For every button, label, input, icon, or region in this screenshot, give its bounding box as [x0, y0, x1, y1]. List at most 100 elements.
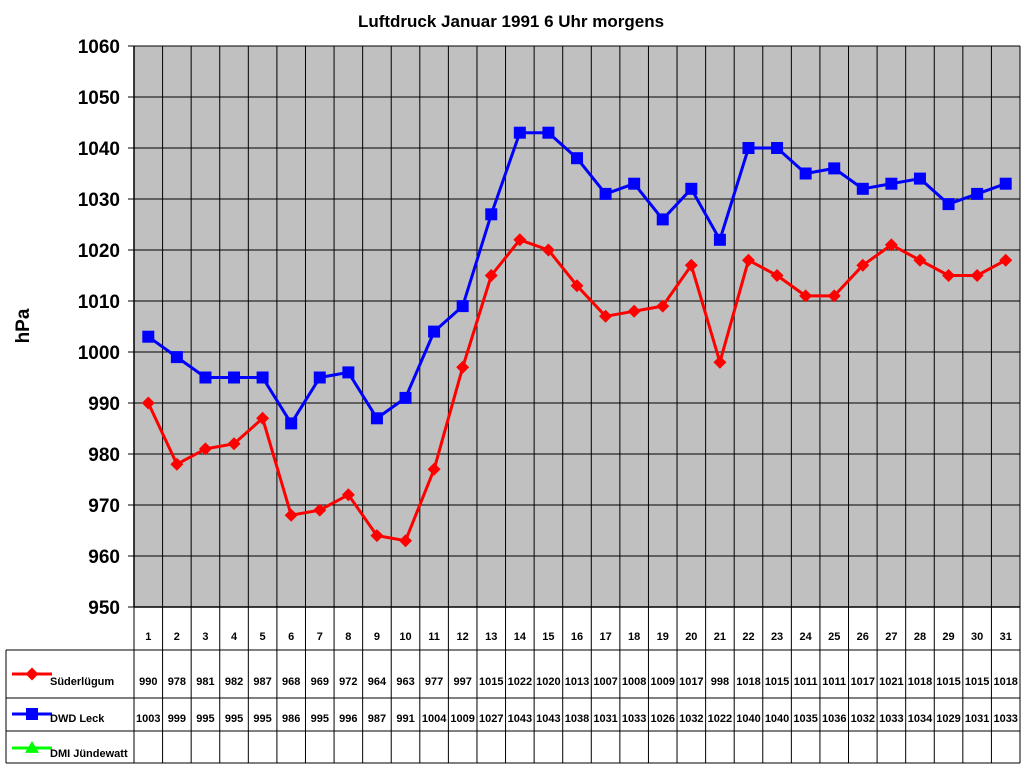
table-value: 1007: [593, 676, 617, 688]
legend-key-marker: [26, 708, 38, 720]
data-point-marker: [141, 396, 155, 410]
table-value: 1018: [908, 676, 932, 688]
data-table: 1 2 3 4 5 6 7 8 9 10 11 12 13 14 15 16 17 18 19 20 21 22 23 24 2…: [5, 607, 1021, 764]
table-value: 1036: [822, 713, 846, 725]
y-tick-label: 990: [88, 394, 120, 415]
table-value: 987: [368, 713, 386, 725]
table-value: 969: [311, 676, 329, 688]
plot-background: [134, 46, 1020, 607]
data-point-marker: [142, 330, 155, 343]
legend-series-name: DMI Jündewatt: [50, 748, 128, 760]
table-value: 977: [425, 676, 443, 688]
x-category-label: 19: [657, 631, 669, 643]
x-category-label: 14: [514, 631, 527, 643]
data-point-marker: [198, 442, 212, 456]
data-point-marker: [571, 152, 583, 165]
data-point-marker: [913, 253, 927, 267]
data-point-marker: [541, 243, 555, 257]
table-value: 995: [225, 713, 243, 725]
y-axis-ticks: 950 960 970 980 990 1000 1010 1020 1030 1040 1050 1…: [78, 37, 134, 619]
data-point-marker: [685, 182, 698, 195]
table-value: 987: [253, 676, 271, 688]
x-category-label: 18: [628, 631, 640, 643]
data-point-marker: [256, 411, 270, 425]
table-value: 968: [282, 676, 300, 688]
table-value: 1043: [536, 713, 560, 725]
table-value: 982: [225, 676, 243, 688]
data-point-marker: [942, 269, 956, 282]
table-value: 1011: [822, 676, 846, 688]
data-point-marker: [428, 325, 441, 338]
table-value: 991: [396, 713, 414, 725]
data-point-marker: [284, 508, 298, 522]
data-point-marker: [570, 279, 584, 293]
x-category-label: 12: [457, 631, 469, 643]
table-value: 964: [368, 676, 387, 688]
table-value: 986: [282, 713, 300, 725]
table-value: 1043: [508, 713, 532, 725]
table-value: 1027: [479, 713, 503, 725]
x-category-label: 1: [145, 631, 151, 643]
x-category-label: 7: [317, 631, 323, 643]
data-point-marker: [285, 417, 298, 430]
data-point-marker: [313, 503, 327, 517]
y-tick-label: 1000: [78, 343, 120, 364]
table-value: 1020: [536, 676, 560, 688]
table-value: 1033: [879, 713, 903, 725]
y-tick-label: 1050: [78, 88, 120, 109]
data-point-marker: [771, 142, 784, 154]
data-point-marker: [599, 309, 613, 323]
x-category-label: 21: [714, 631, 726, 643]
table-value: 1022: [508, 676, 532, 688]
x-category-label: 31: [1000, 631, 1012, 643]
x-category-label: 15: [542, 631, 554, 643]
table-value: 1018: [993, 676, 1017, 688]
x-category-label: 17: [599, 631, 611, 643]
table-value: 997: [453, 676, 471, 688]
x-category-label: 10: [399, 631, 411, 643]
data-point-marker: [656, 213, 669, 226]
data-point-marker: [341, 488, 355, 502]
table-value: 1022: [708, 713, 732, 725]
table-value: 1038: [565, 713, 589, 725]
table-value: 1029: [936, 713, 960, 725]
data-point-marker: [484, 269, 498, 282]
x-category-label: 5: [260, 631, 266, 643]
table-value: 1031: [965, 713, 989, 725]
table-value: 995: [196, 713, 214, 725]
data-point-marker: [227, 437, 241, 451]
x-category-label: 29: [942, 631, 954, 643]
table-value: 981: [196, 676, 214, 688]
table-value: 999: [168, 713, 186, 725]
x-category-label: 23: [771, 631, 783, 643]
y-tick-label: 1010: [78, 292, 120, 313]
x-category-label: 3: [202, 631, 208, 643]
table-value: 972: [339, 676, 357, 688]
data-point-marker: [399, 534, 413, 548]
x-category-label: 26: [857, 631, 869, 643]
table-value: 1017: [679, 676, 703, 688]
data-point-marker: [513, 126, 526, 139]
data-point-marker: [256, 371, 269, 384]
chart-title: Luftdruck Januar 1991 6 Uhr morgens: [358, 12, 664, 31]
data-point-marker: [741, 253, 755, 267]
x-category-label: 16: [571, 631, 583, 643]
data-point-marker: [713, 233, 726, 246]
data-point-marker: [399, 391, 412, 404]
data-point-marker: [199, 371, 212, 384]
legend-key-marker: [25, 667, 39, 681]
data-point-marker: [170, 351, 183, 364]
table-value: 996: [339, 713, 357, 725]
data-point-marker: [684, 258, 698, 272]
data-point-marker: [884, 238, 898, 252]
table-value: 1031: [593, 713, 617, 725]
data-point-marker: [799, 289, 813, 303]
data-point-marker: [970, 269, 984, 282]
x-category-label: 28: [914, 631, 926, 643]
table-value: 1040: [765, 713, 789, 725]
table-value: 1015: [765, 676, 789, 688]
x-category-label: 24: [800, 631, 813, 643]
data-point-marker: [999, 177, 1012, 190]
data-point-marker: [799, 167, 812, 180]
